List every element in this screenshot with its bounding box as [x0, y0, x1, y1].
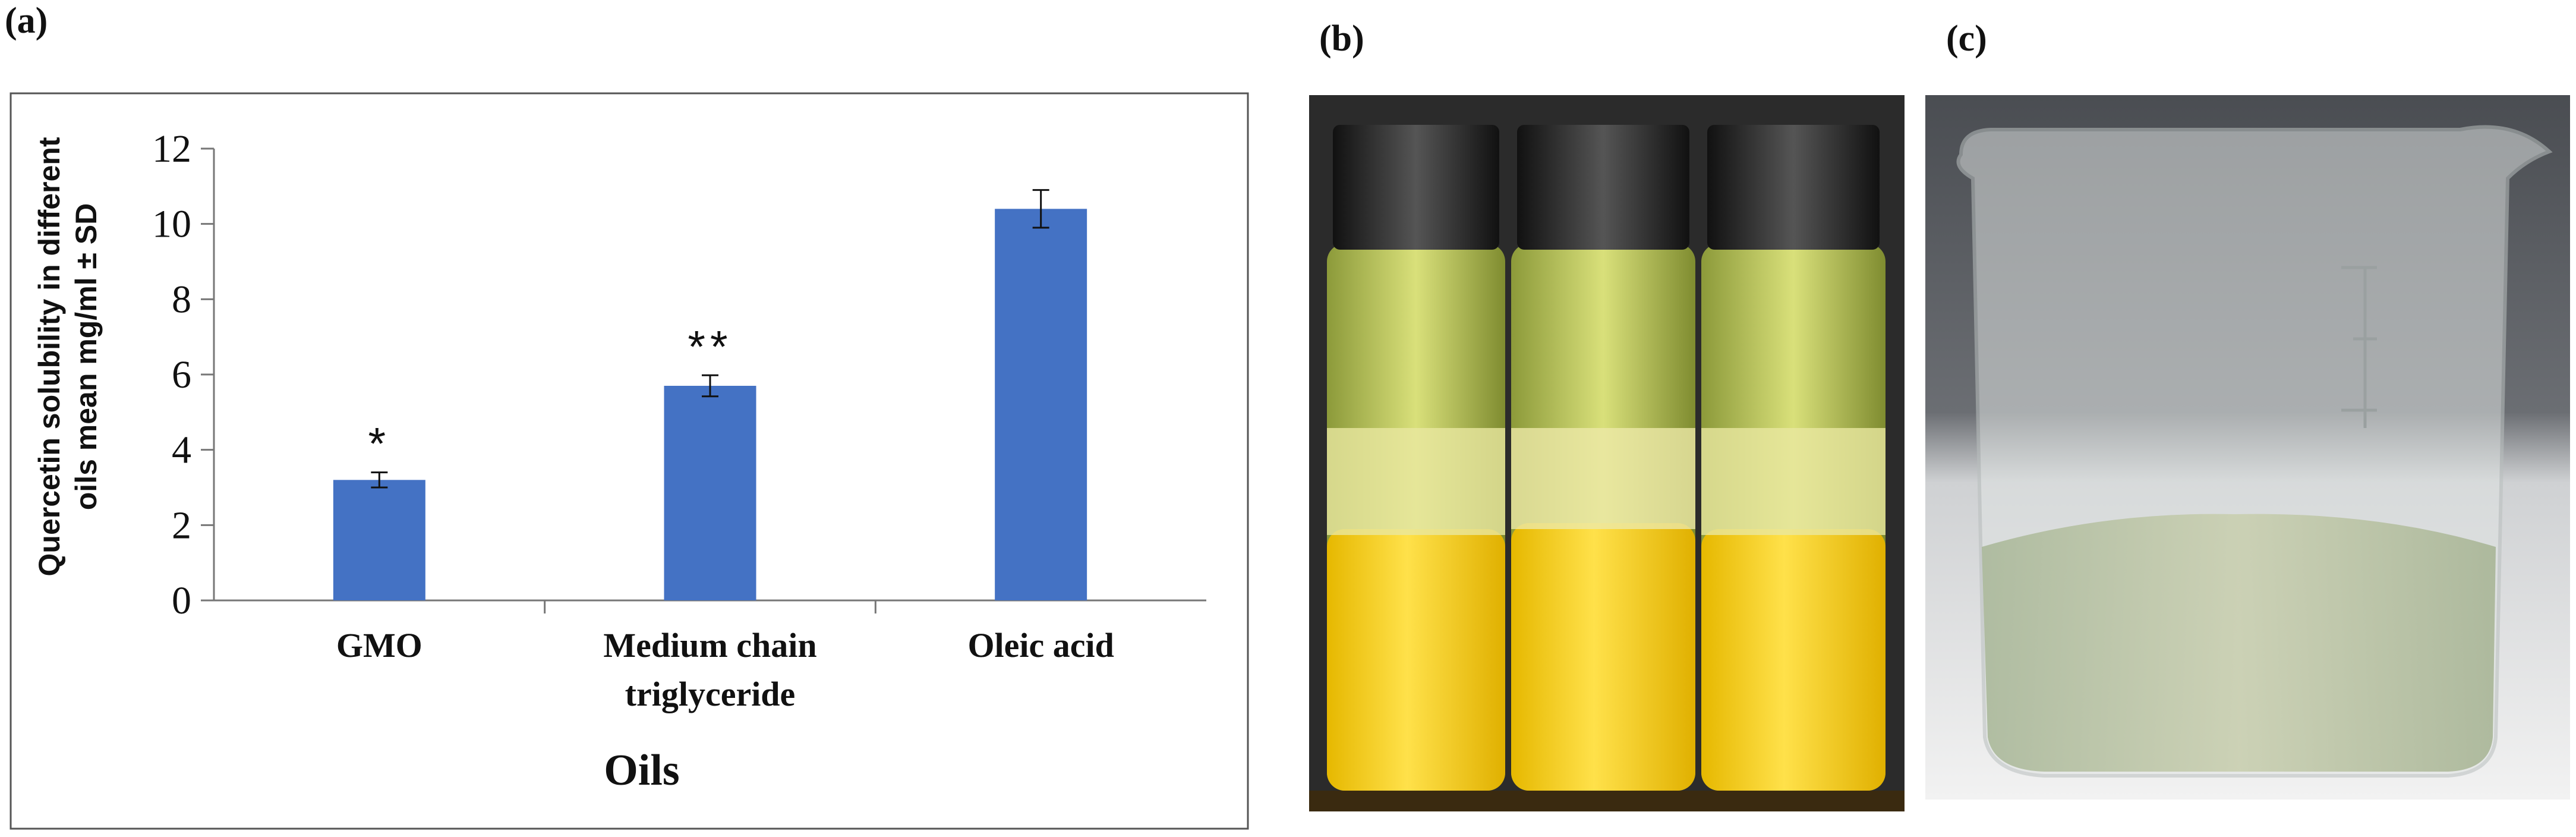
y-ticks: 0 2 4 6 8 10 12 [152, 127, 214, 622]
significance-annotation: ** [688, 322, 732, 372]
vial-3 [1701, 125, 1886, 791]
y-axis-label-line2: oils mean mg/ml ± SD [70, 203, 103, 510]
y-tick-label: 12 [152, 127, 191, 171]
x-axis-label: Oils [604, 746, 679, 795]
x-tick-label: Oleic acid [967, 626, 1114, 665]
y-tick-label: 2 [172, 504, 191, 547]
vial-2 [1511, 125, 1695, 791]
x-ticks: GMO Medium chain triglyceride Oleic acid [336, 626, 1114, 713]
y-tick-label: 0 [172, 579, 191, 622]
chart-frame [10, 92, 1249, 830]
panel-label-a: (a) [5, 1, 48, 41]
vials-photo [1309, 95, 1905, 811]
bar [995, 209, 1087, 600]
x-tick-label: Medium chain [603, 626, 816, 665]
vial-1 [1327, 125, 1505, 791]
x-tick-label: GMO [336, 626, 422, 665]
beaker-liquid [1982, 514, 2496, 772]
beaker-photo [1925, 95, 2570, 800]
bar [664, 386, 756, 600]
y-axis-label-line1: Quercetin solubility in different [33, 137, 66, 576]
y-tick-label: 6 [172, 353, 191, 397]
y-tick-label: 10 [152, 203, 191, 246]
bars: *** [333, 189, 1087, 600]
x-tick-label: triglyceride [625, 675, 796, 713]
panel-label-b: (b) [1319, 18, 1364, 59]
panel-label-c: (c) [1946, 18, 1987, 59]
bar [333, 480, 425, 600]
y-tick-label: 4 [172, 429, 191, 472]
y-tick-label: 8 [172, 278, 191, 321]
significance-annotation: * [368, 419, 391, 470]
